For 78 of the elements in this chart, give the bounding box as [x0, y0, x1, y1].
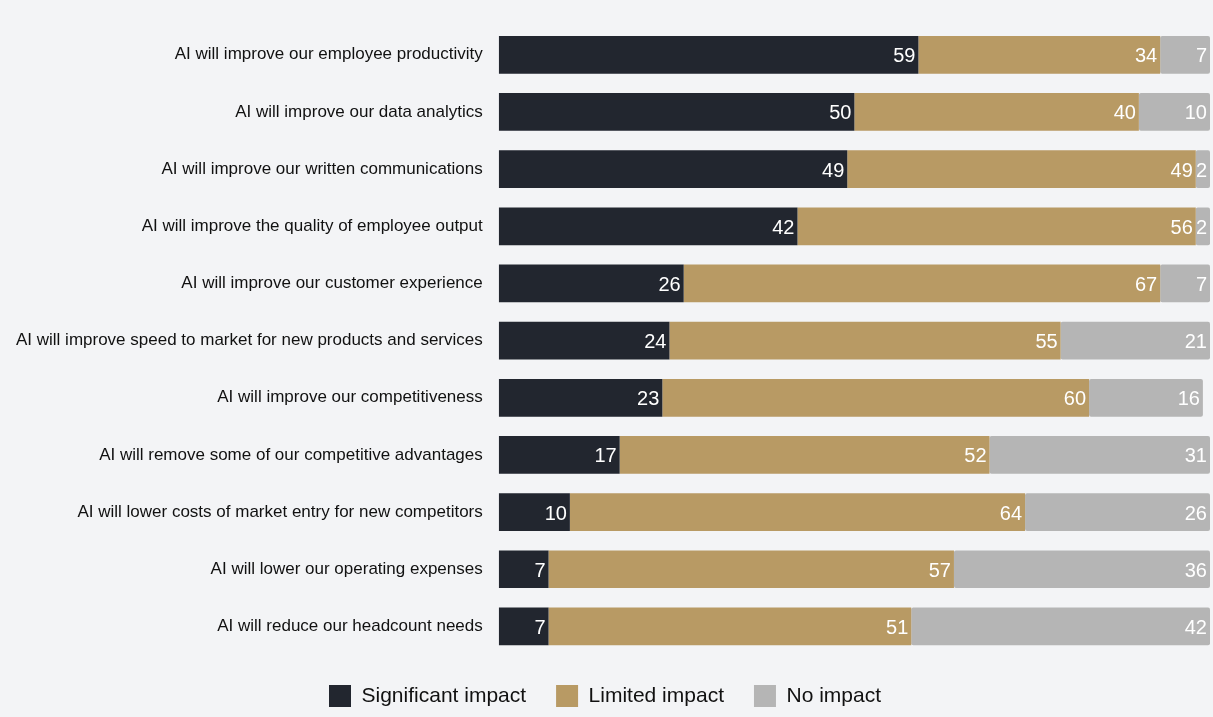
bar [847, 150, 1196, 188]
bar [498, 436, 620, 474]
data-label: 55 [1035, 330, 1058, 353]
data-label: 23 [637, 387, 660, 410]
bar [662, 378, 1090, 417]
y-tick-label: AI will improve our employee productivity [174, 44, 484, 64]
data-label: 50 [829, 101, 852, 124]
y-tick-label: AI will improve our competitiveness [217, 387, 483, 407]
y-tick-label: AI will lower our operating expenses [210, 558, 483, 578]
y-tick-label: AI will improve our written communications [161, 158, 483, 178]
data-label: 7 [1195, 44, 1207, 67]
bar [498, 550, 549, 589]
data-label: 7 [534, 615, 546, 638]
data-label: 26 [658, 272, 681, 295]
data-label: 64 [999, 501, 1023, 524]
bar [498, 378, 663, 417]
bar [548, 550, 954, 589]
data-label: 10 [544, 501, 567, 524]
bar [1025, 493, 1210, 531]
bar [797, 207, 1196, 246]
bar [1160, 264, 1210, 303]
bar [498, 493, 570, 531]
bar [989, 436, 1210, 474]
y-tick-label: AI will reduce our headcount needs [217, 616, 483, 636]
data-label: 7 [534, 558, 546, 581]
data-label: 49 [1170, 158, 1193, 181]
bar [569, 493, 1026, 531]
data-label: 24 [644, 330, 667, 353]
bar [498, 207, 798, 246]
bar [498, 93, 855, 131]
bar [498, 321, 670, 360]
bar [1089, 378, 1203, 417]
data-label: 17 [594, 444, 617, 467]
bar [498, 35, 919, 74]
bar [548, 607, 912, 646]
data-label: 31 [1184, 444, 1207, 467]
data-label: 42 [772, 215, 795, 238]
bar [911, 607, 1210, 646]
bar [953, 550, 1210, 589]
bar [1160, 35, 1210, 74]
data-label: 59 [893, 44, 916, 67]
legend-label: Limited impact [588, 682, 725, 706]
bar [619, 436, 990, 474]
data-label: 34 [1134, 44, 1158, 67]
data-label: 52 [964, 444, 987, 467]
bar [498, 607, 549, 646]
data-label: 2 [1195, 215, 1207, 238]
data-label: 67 [1134, 272, 1158, 295]
bar [498, 264, 684, 303]
data-label: 36 [1184, 558, 1207, 581]
data-label: 21 [1184, 330, 1207, 353]
data-label: 16 [1177, 387, 1200, 410]
data-label: 56 [1170, 215, 1193, 238]
bar [498, 150, 848, 188]
data-label: 10 [1184, 101, 1207, 124]
data-label: 7 [1195, 272, 1207, 295]
y-tick-label: AI will lower costs of market entry for new competitors [77, 501, 483, 521]
bar [1060, 321, 1210, 360]
data-label: 40 [1113, 101, 1136, 124]
bar [683, 264, 1161, 303]
y-tick-label: AI will improve the quality of employee output [141, 215, 484, 235]
data-label: 49 [822, 158, 845, 181]
data-label: 51 [886, 615, 909, 638]
y-tick-label: AI will improve speed to market for new products and services [15, 330, 483, 350]
y-tick-label: AI will improve our customer experience [181, 273, 483, 293]
y-tick-label: AI will improve our data analytics [235, 101, 483, 121]
legend-label: No impact [786, 682, 882, 706]
bar [1138, 93, 1210, 131]
bar [854, 93, 1139, 131]
data-label: 2 [1195, 158, 1207, 181]
bar [918, 35, 1161, 74]
data-label: 42 [1184, 615, 1207, 638]
bar [669, 321, 1061, 360]
y-tick-label: AI will remove some of our competitive advantages [99, 444, 483, 464]
data-label: 60 [1063, 387, 1087, 410]
legend-label: Significant impact [361, 682, 527, 706]
data-label: 26 [1184, 501, 1207, 524]
data-label: 57 [928, 558, 951, 581]
